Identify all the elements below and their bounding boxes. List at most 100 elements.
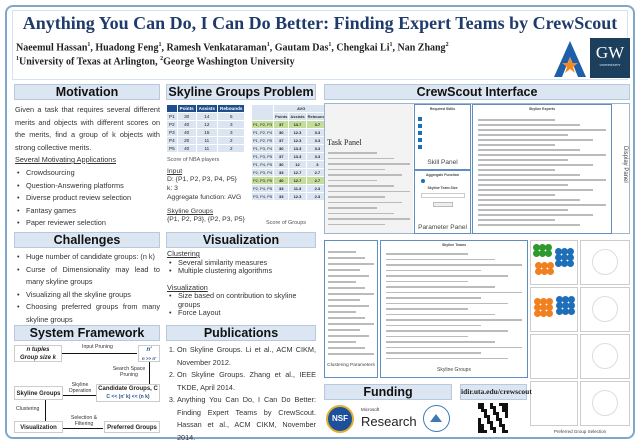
cluster-node[interactable] — [535, 262, 542, 269]
table-cell: 33 — [273, 168, 290, 177]
cluster-node[interactable] — [568, 296, 575, 303]
cluster-node[interactable] — [562, 302, 569, 309]
table-cell: 40 — [273, 176, 290, 185]
cluster-node[interactable] — [561, 254, 568, 261]
table-cell: 33 — [273, 192, 290, 201]
text-line — [328, 269, 361, 271]
radar-chart[interactable] — [580, 381, 630, 426]
cluster-node[interactable] — [533, 244, 540, 251]
table-cell: 20 — [176, 136, 197, 145]
group-cell: P2, P3, P4 — [250, 168, 275, 177]
radar-chart[interactable] — [580, 287, 630, 332]
pruned-box: n' n >> n' — [138, 345, 160, 362]
project-url-link[interactable]: idir.uta.edu/crewscout — [460, 384, 532, 400]
text-line — [386, 346, 522, 349]
cluster-view[interactable] — [530, 334, 578, 379]
qr-module — [505, 409, 508, 412]
cluster-node[interactable] — [562, 308, 569, 315]
text-line — [328, 275, 370, 277]
cluster-node[interactable] — [556, 308, 563, 315]
group-cell: P1, P3, P5 — [250, 152, 275, 161]
qr-module — [496, 415, 499, 418]
cluster-node[interactable] — [539, 250, 546, 257]
cluster-node[interactable] — [555, 260, 562, 267]
cluster-node[interactable] — [568, 302, 575, 309]
parameter-panel: Aggregate Function Skyline Team Size Par… — [414, 170, 471, 234]
cluster-node[interactable] — [555, 254, 562, 261]
checkbox-icon[interactable] — [418, 124, 422, 128]
qr-module — [481, 406, 484, 409]
challenge-item: Choosing preferred groups from many skyl… — [15, 301, 160, 326]
text-line — [328, 335, 370, 337]
publications-heading: Publications — [166, 325, 316, 341]
checkbox-icon[interactable] — [418, 138, 422, 142]
cluster-node[interactable] — [545, 250, 552, 257]
qr-module — [502, 403, 505, 406]
visualization-heading: Visualization — [166, 232, 316, 248]
text-line — [478, 179, 606, 181]
cluster-node[interactable] — [547, 262, 554, 269]
cluster-node[interactable] — [534, 298, 541, 305]
radar-circle — [592, 249, 618, 275]
cluster-node[interactable] — [555, 248, 562, 255]
cluster-node[interactable] — [567, 254, 574, 261]
author-affiliation: 1 — [158, 42, 162, 48]
text-line — [386, 324, 482, 327]
checkbox-icon[interactable] — [418, 131, 422, 135]
text-line — [478, 224, 581, 226]
cluster-node[interactable] — [533, 250, 540, 257]
application-item: Paper reviewer selection — [15, 217, 160, 230]
cluster-node[interactable] — [568, 308, 575, 315]
checkbox-icon[interactable] — [418, 117, 422, 121]
qr-module — [502, 430, 505, 433]
cluster-node[interactable] — [545, 244, 552, 251]
qr-module — [481, 409, 484, 412]
radio-icon[interactable] — [421, 179, 425, 183]
arrow — [45, 400, 46, 421]
checkbox-icon[interactable] — [418, 145, 422, 149]
radar-chart[interactable] — [580, 334, 630, 379]
display-teams-button[interactable] — [433, 202, 453, 207]
table-row: P1, P3, P4 30 13.3 3.3 — [250, 144, 330, 153]
experts-panel: Skyline Experts — [472, 104, 612, 234]
input-box: n tuples Group size k — [14, 345, 62, 362]
cluster-node[interactable] — [540, 298, 547, 305]
cluster-node[interactable] — [540, 304, 547, 311]
candidate-label: Candidate Groups, C — [98, 386, 158, 392]
team-size-input[interactable] — [421, 193, 465, 198]
required-skills-label: Required Skills — [429, 107, 456, 111]
cluster-node[interactable] — [556, 296, 563, 303]
table-cell: 30 — [176, 112, 197, 121]
cluster-node[interactable] — [561, 260, 568, 267]
cluster-node[interactable] — [561, 248, 568, 255]
cluster-node[interactable] — [567, 260, 574, 267]
cluster-node[interactable] — [541, 268, 548, 275]
text-line — [328, 190, 410, 193]
cluster-node[interactable] — [556, 302, 563, 309]
qr-code[interactable] — [478, 403, 508, 433]
cluster-node[interactable] — [541, 262, 548, 269]
cluster-node[interactable] — [547, 268, 554, 275]
cluster-node[interactable] — [546, 304, 553, 311]
radar-chart[interactable] — [580, 240, 630, 285]
text-line — [328, 185, 394, 187]
aggregate-function-label: Aggregate Function — [425, 173, 460, 177]
text-line — [478, 184, 568, 186]
cluster-node[interactable] — [567, 248, 574, 255]
cluster-view[interactable] — [530, 381, 578, 426]
cluster-node[interactable] — [562, 296, 569, 303]
cluster-node[interactable] — [546, 298, 553, 305]
table-cell: 11.3 — [288, 184, 307, 193]
cluster-node[interactable] — [540, 310, 547, 317]
cluster-node[interactable] — [534, 304, 541, 311]
radar-circle — [592, 343, 618, 369]
text-line — [386, 341, 495, 343]
text-line — [328, 179, 378, 182]
cluster-node[interactable] — [539, 244, 546, 251]
table-cell: 5 — [217, 112, 246, 121]
cluster-node[interactable] — [546, 310, 553, 317]
cluster-node[interactable] — [534, 310, 541, 317]
cluster-node[interactable] — [535, 268, 542, 275]
cluster-view[interactable] — [530, 287, 578, 332]
cluster-view[interactable] — [530, 240, 578, 285]
